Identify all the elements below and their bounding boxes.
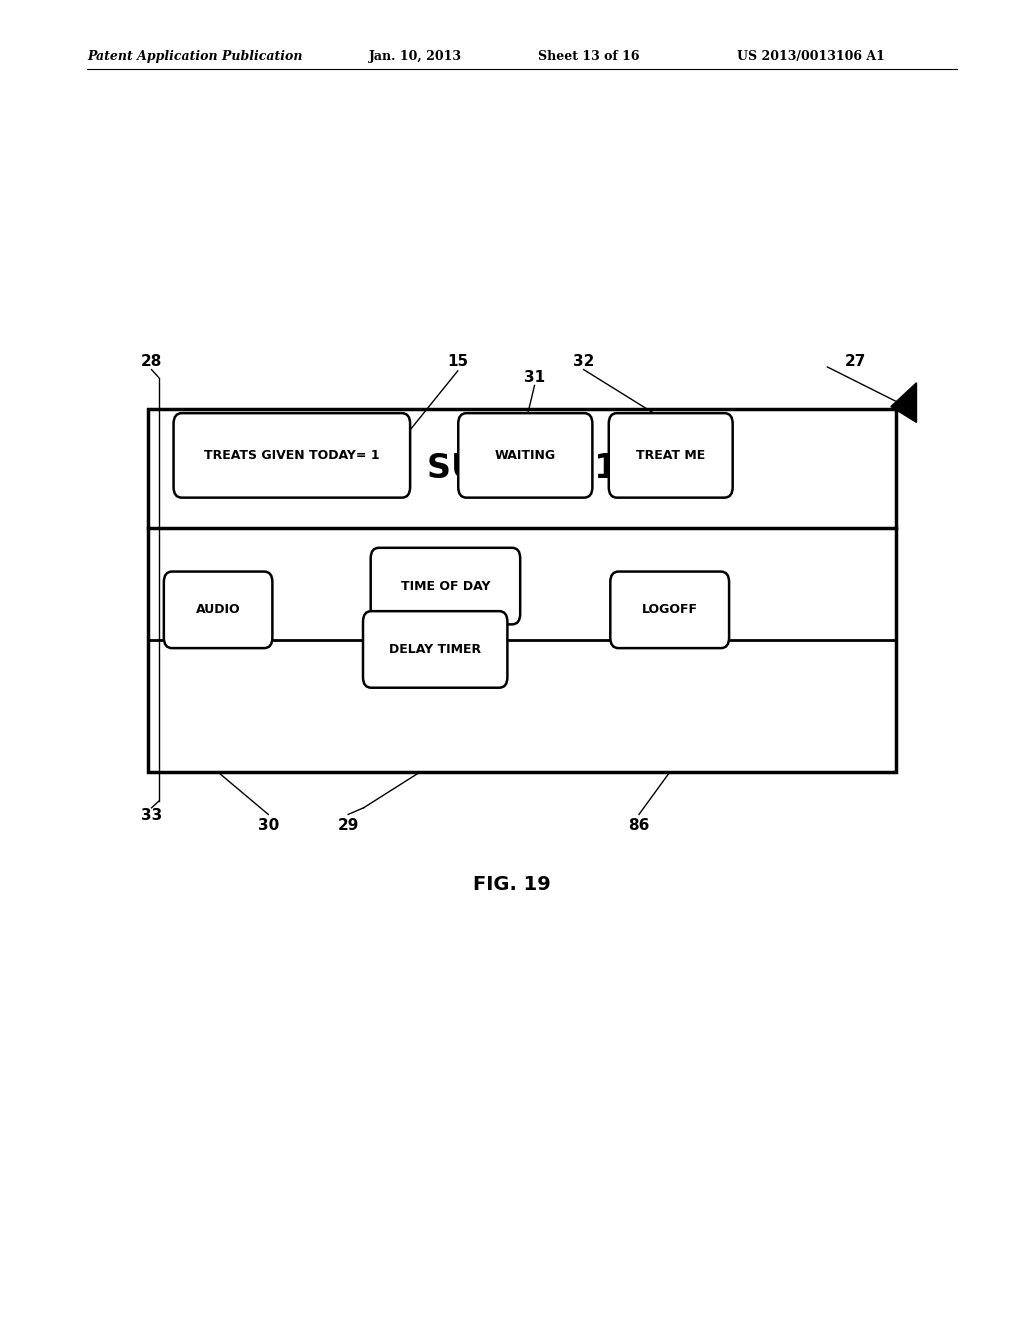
Text: 32: 32 [573, 354, 594, 370]
FancyBboxPatch shape [173, 413, 410, 498]
Text: LOGOFF: LOGOFF [642, 603, 697, 616]
Text: US 2013/0013106 A1: US 2013/0013106 A1 [737, 50, 885, 63]
FancyBboxPatch shape [362, 611, 508, 688]
Text: 31: 31 [524, 370, 545, 385]
Text: TREATS GIVEN TODAY= 1: TREATS GIVEN TODAY= 1 [204, 449, 380, 462]
FancyBboxPatch shape [459, 413, 592, 498]
Text: 27: 27 [845, 354, 865, 370]
Text: 15: 15 [447, 354, 468, 370]
FancyBboxPatch shape [371, 548, 520, 624]
Text: 28: 28 [141, 354, 162, 370]
Text: 29: 29 [338, 817, 358, 833]
Text: DELAY TIMER: DELAY TIMER [389, 643, 481, 656]
Text: SUITE 101: SUITE 101 [427, 451, 617, 486]
Text: Sheet 13 of 16: Sheet 13 of 16 [538, 50, 639, 63]
Polygon shape [891, 383, 916, 422]
Text: Jan. 10, 2013: Jan. 10, 2013 [369, 50, 462, 63]
Text: TIME OF DAY: TIME OF DAY [400, 579, 490, 593]
Text: 33: 33 [141, 808, 162, 824]
FancyBboxPatch shape [164, 572, 272, 648]
Text: WAITING: WAITING [495, 449, 556, 462]
FancyBboxPatch shape [608, 413, 733, 498]
Text: 86: 86 [629, 817, 649, 833]
Text: Patent Application Publication: Patent Application Publication [87, 50, 302, 63]
Bar [148, 409, 896, 772]
Text: FIG. 19: FIG. 19 [473, 875, 551, 894]
FancyBboxPatch shape [610, 572, 729, 648]
Text: TREAT ME: TREAT ME [636, 449, 706, 462]
Text: AUDIO: AUDIO [196, 603, 241, 616]
Text: 30: 30 [258, 817, 279, 833]
